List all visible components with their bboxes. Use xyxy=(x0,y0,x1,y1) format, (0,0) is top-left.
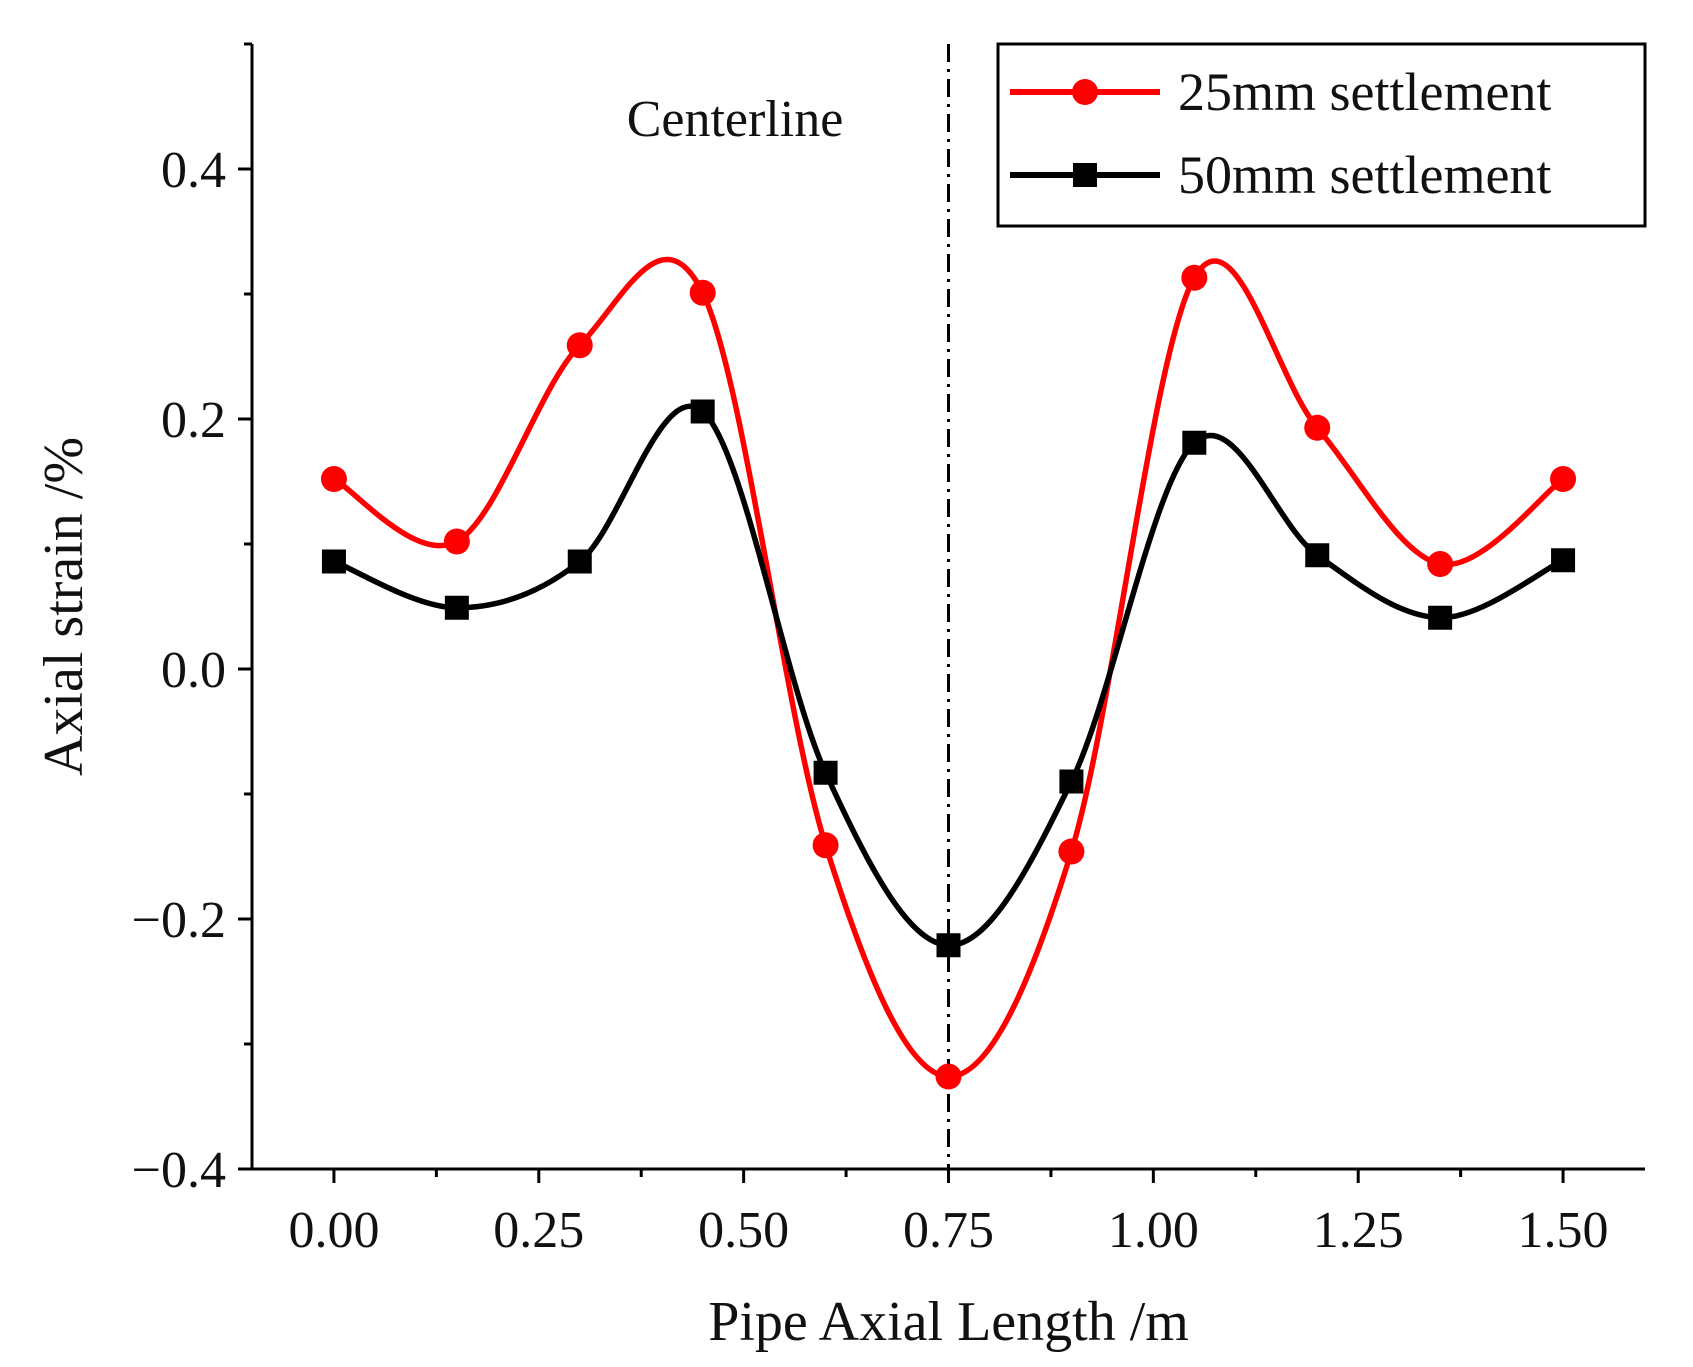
data-point-25mm xyxy=(1427,551,1454,577)
x-tick-label: 1.25 xyxy=(1313,1202,1404,1259)
x-tick-label: 0.50 xyxy=(698,1202,789,1259)
y-axis-title: Axial strain /% xyxy=(33,437,95,776)
data-point-50mm xyxy=(813,760,838,785)
data-point-25mm xyxy=(320,466,347,492)
data-point-25mm xyxy=(1304,414,1331,441)
legend-item-25mm: 25mm settlement xyxy=(1010,62,1551,122)
centerline-label: Centerline xyxy=(627,91,844,148)
series-layer xyxy=(320,256,1577,1090)
x-tick-label: 1.00 xyxy=(1108,1202,1199,1259)
x-tick-label: 0.00 xyxy=(288,1202,379,1259)
legend-box xyxy=(996,42,1647,228)
data-point-50mm xyxy=(567,549,592,574)
data-point-25mm xyxy=(1181,264,1208,291)
y-tick-label: 0.0 xyxy=(161,642,226,699)
data-point-50mm xyxy=(1059,769,1084,794)
data-point-25mm xyxy=(566,332,593,359)
data-point-50mm xyxy=(690,399,715,424)
x-axis-ticks: 0.00 0.25 0.50 0.75 1.00 1.25 1.50 xyxy=(288,1169,1609,1259)
legend-label-25mm: 25mm settlement xyxy=(1178,62,1551,122)
data-point-25mm xyxy=(1058,838,1085,865)
legend: 25mm settlement 50mm settlement xyxy=(996,42,1647,228)
data-point-25mm xyxy=(443,528,470,555)
legend-marker-circle-icon xyxy=(1072,79,1098,105)
y-tick-label: 0.4 xyxy=(161,142,226,199)
x-axis-title: Pipe Axial Length /m xyxy=(708,1291,1189,1353)
plot-area: 0.00 0.25 0.50 0.75 1.00 1.25 1.50 −0.4 −0.2 0.0… xyxy=(132,42,1645,1259)
data-point-50mm xyxy=(1182,430,1207,455)
y-tick-label: 0.2 xyxy=(161,392,226,449)
data-point-50mm xyxy=(1305,543,1330,568)
data-point-50mm xyxy=(1551,548,1576,573)
data-point-50mm xyxy=(936,933,961,958)
data-point-50mm xyxy=(321,549,346,574)
x-tick-label: 0.25 xyxy=(493,1202,584,1259)
data-point-25mm xyxy=(689,279,716,306)
data-point-50mm xyxy=(444,595,469,620)
y-axis-ticks: −0.4 −0.2 0.0 0.2 0.4 xyxy=(132,42,252,1199)
legend-item-50mm: 50mm settlement xyxy=(1010,145,1551,205)
legend-label-50mm: 50mm settlement xyxy=(1178,145,1551,205)
y-tick-label: −0.4 xyxy=(132,1142,226,1199)
data-point-25mm xyxy=(1550,466,1577,492)
data-point-50mm xyxy=(1428,605,1453,630)
x-tick-label: 1.50 xyxy=(1518,1202,1609,1259)
legend-marker-square-icon xyxy=(1073,163,1097,187)
x-tick-label: 0.75 xyxy=(903,1202,994,1259)
data-point-25mm xyxy=(812,832,839,859)
data-point-25mm xyxy=(935,1063,962,1090)
y-tick-label: −0.2 xyxy=(132,892,226,949)
